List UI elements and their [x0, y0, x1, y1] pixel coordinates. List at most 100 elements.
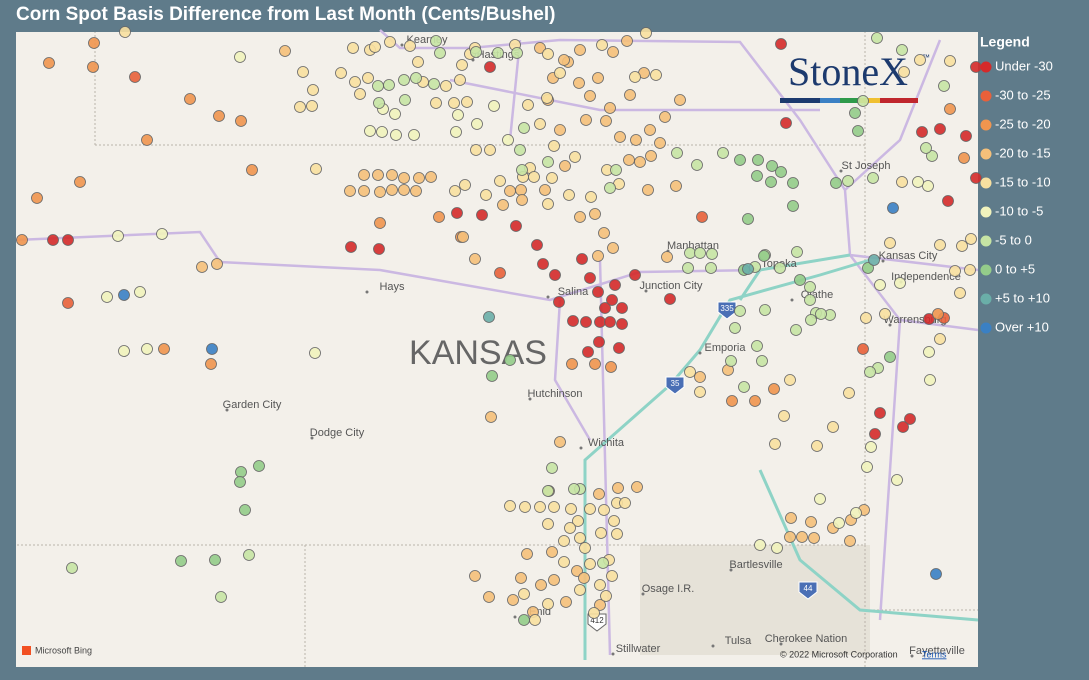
location-dot — [410, 185, 422, 197]
location-dot — [814, 493, 826, 505]
location-dot — [606, 570, 618, 582]
location-dot — [608, 515, 620, 527]
logo-mark: ™ — [922, 53, 930, 62]
location-dot — [566, 358, 578, 370]
location-dot — [205, 358, 217, 370]
location-dot — [860, 312, 872, 324]
location-dot — [682, 262, 694, 274]
location-dot — [345, 241, 357, 253]
location-dot — [623, 154, 635, 166]
location-dot — [521, 548, 533, 560]
location-dot — [934, 123, 946, 135]
location-dot — [664, 293, 676, 305]
legend-label: +5 to +10 — [995, 290, 1050, 305]
location-dot — [696, 211, 708, 223]
location-dot — [970, 61, 982, 73]
place-label: Hays — [379, 281, 405, 293]
location-dot — [156, 228, 168, 240]
location-dot — [596, 39, 608, 51]
location-dot — [726, 395, 738, 407]
location-dot — [794, 274, 806, 286]
location-dot — [535, 579, 547, 591]
location-dot — [593, 336, 605, 348]
location-dot — [922, 180, 934, 192]
location-dot — [542, 156, 554, 168]
location-dot — [604, 102, 616, 114]
location-dot — [235, 466, 247, 478]
location-dot — [659, 111, 671, 123]
location-dot — [612, 482, 624, 494]
location-dot — [661, 251, 673, 263]
location-dot — [775, 38, 787, 50]
location-dot — [469, 253, 481, 265]
location-dot — [738, 381, 750, 393]
location-dot — [502, 134, 514, 146]
location-dot — [514, 144, 526, 156]
location-dot — [904, 413, 916, 425]
location-dot — [674, 94, 686, 106]
route-shield — [798, 581, 818, 600]
place-label: Kansas City — [879, 250, 938, 262]
place-dot — [698, 351, 702, 355]
location-dot — [488, 100, 500, 112]
location-dot — [344, 185, 356, 197]
location-dot — [548, 501, 560, 513]
location-dot — [119, 26, 131, 38]
location-dot — [588, 607, 600, 619]
location-dot — [399, 94, 411, 106]
location-dot — [398, 74, 410, 86]
location-dot — [47, 234, 59, 246]
location-dot — [558, 535, 570, 547]
terrain — [640, 545, 870, 655]
state-label: KANSAS — [409, 334, 547, 372]
place-label: Tulsa — [725, 635, 752, 647]
location-dot — [549, 269, 561, 281]
location-dot — [887, 202, 899, 214]
location-dot — [372, 169, 384, 181]
location-dot — [775, 166, 787, 178]
location-dot — [279, 45, 291, 57]
location-dot — [504, 354, 516, 366]
location-dot — [778, 410, 790, 422]
location-dot — [805, 516, 817, 528]
location-dot — [830, 177, 842, 189]
legend-label: Under -30 — [995, 58, 1053, 73]
terms-link[interactable]: Terms — [922, 649, 947, 659]
location-dot — [766, 160, 778, 172]
logo-bar — [820, 98, 840, 103]
location-dot — [483, 591, 495, 603]
place-label: Fayetteville — [909, 645, 965, 657]
location-dot — [593, 488, 605, 500]
place-dot — [546, 295, 550, 299]
place-dot — [611, 652, 615, 656]
location-dot — [862, 262, 874, 274]
location-dot — [425, 171, 437, 183]
location-dot — [428, 78, 440, 90]
location-dot — [790, 324, 802, 336]
location-dot — [965, 233, 977, 245]
location-dot — [484, 144, 496, 156]
place-label: Independence — [891, 271, 961, 283]
location-dot — [471, 118, 483, 130]
location-dot — [559, 160, 571, 172]
logo-bar — [780, 98, 820, 103]
place-label: Osage I.R. — [642, 583, 695, 595]
location-dot — [522, 99, 534, 111]
location-dot — [592, 250, 604, 262]
logo-bar — [840, 98, 860, 103]
place-label: Manhattan — [667, 240, 719, 252]
location-dot — [215, 591, 227, 603]
location-dot — [765, 176, 777, 188]
location-dot — [354, 88, 366, 100]
location-dot — [874, 279, 886, 291]
location-dot — [504, 185, 516, 197]
location-dot — [864, 366, 876, 378]
location-dot — [306, 100, 318, 112]
title: Corn Spot Basis Difference from Last Mon… — [16, 4, 555, 25]
location-dot — [600, 115, 612, 127]
location-dot — [243, 549, 255, 561]
location-dot — [584, 272, 596, 284]
location-dot — [234, 476, 246, 488]
location-dot — [542, 518, 554, 530]
location-dot — [546, 172, 558, 184]
